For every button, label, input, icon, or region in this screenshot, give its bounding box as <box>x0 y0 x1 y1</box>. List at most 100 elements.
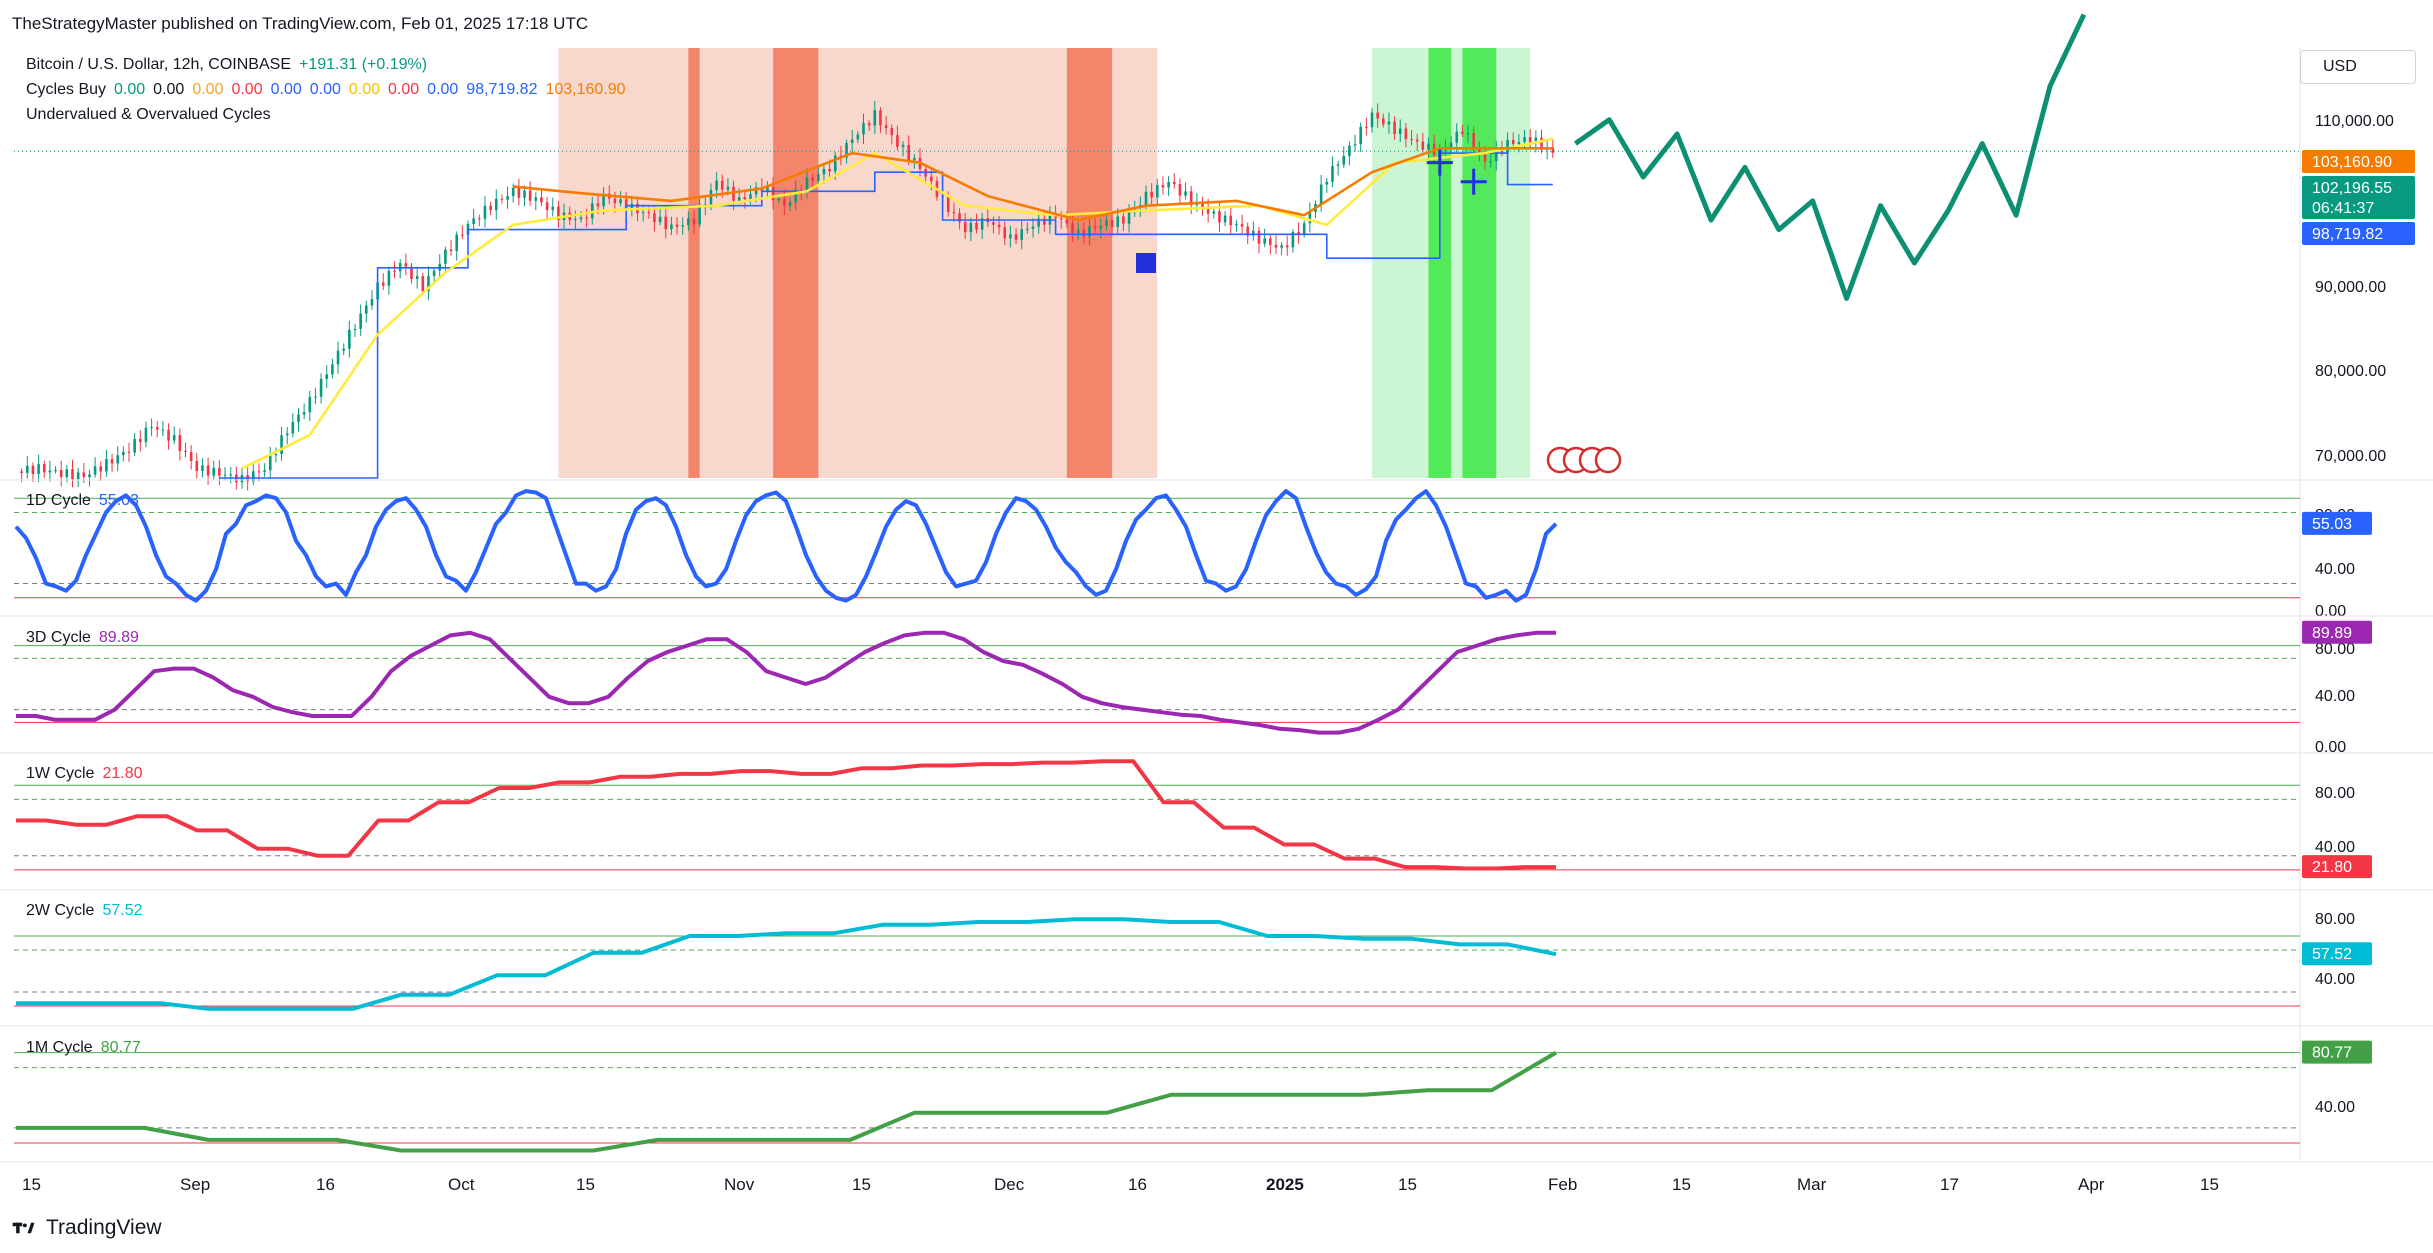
candle <box>1297 222 1300 244</box>
candle <box>867 120 871 131</box>
candle <box>1240 214 1244 235</box>
candle-body <box>641 212 645 214</box>
candle-body <box>1014 234 1018 240</box>
candle <box>1523 129 1526 150</box>
cycle-line-1d <box>14 489 1558 603</box>
osc-axis-tick: 40.00 <box>2315 688 2355 705</box>
price-label-text: 98,719.82 <box>2312 226 2383 243</box>
candle <box>291 413 295 438</box>
pane-value-1m: 80.77 <box>100 1039 141 1056</box>
candle-body <box>449 249 453 252</box>
candle-body <box>167 429 170 441</box>
candle-body <box>1150 191 1153 198</box>
candle <box>1110 213 1114 236</box>
candle <box>805 168 809 199</box>
candle <box>500 194 504 204</box>
candle-body <box>381 282 385 286</box>
candle-body <box>144 427 148 443</box>
pane-value-1w: 21.80 <box>102 765 143 782</box>
candle-body <box>59 470 63 478</box>
tradingview-footer[interactable]: TradingView <box>12 1216 162 1240</box>
candle-body <box>133 438 136 453</box>
candle-body <box>1048 213 1052 225</box>
candle-body <box>1037 218 1040 227</box>
candle-body <box>161 429 165 431</box>
candle <box>1161 176 1165 195</box>
candle <box>1331 156 1334 188</box>
candle-body <box>1235 224 1238 226</box>
time-axis-label: Nov <box>724 1175 755 1194</box>
candle-body <box>630 203 634 211</box>
candle-body <box>1308 211 1312 224</box>
candle <box>494 189 498 220</box>
candle <box>133 433 136 456</box>
candle-body <box>969 222 973 233</box>
indicator-row[interactable]: Cycles Buy 0.00 0.00 0.00 0.00 0.00 0.00 0.00 0… <box>26 77 626 102</box>
candle <box>1421 132 1425 153</box>
candle <box>1172 173 1176 189</box>
candle <box>274 447 278 463</box>
candle <box>1257 227 1261 254</box>
candle-body <box>1026 228 1029 230</box>
candle <box>1263 228 1266 248</box>
candle-body <box>523 190 526 198</box>
candle <box>817 164 820 185</box>
candle-body <box>1082 229 1086 237</box>
candle <box>969 217 973 242</box>
candle-body <box>1415 139 1419 142</box>
ema-orange-line <box>513 147 1553 222</box>
candle-body <box>1043 218 1046 225</box>
candle-body <box>461 234 464 236</box>
candle-body <box>48 470 52 473</box>
symbol-row[interactable]: Bitcoin / U.S. Dollar, 12h, COINBASE +19… <box>26 52 626 77</box>
study-row[interactable]: Undervalued & Overvalued Cycles <box>26 102 626 127</box>
candle <box>653 205 656 232</box>
candle-body <box>353 328 357 330</box>
pane-label-3d[interactable]: 3D Cycle 89.89 <box>26 629 139 647</box>
currency-button[interactable]: USD <box>2300 50 2416 84</box>
indicator-value-2: 0.00 <box>192 81 224 98</box>
candle-body <box>896 135 899 147</box>
candle <box>1427 137 1430 160</box>
candle-body <box>534 197 538 201</box>
candle <box>1478 141 1481 162</box>
candle-body <box>1020 229 1023 240</box>
pane-label-1w[interactable]: 1W Cycle 21.80 <box>26 765 143 783</box>
pane-name-3d: 3D Cycle <box>26 629 91 646</box>
indicator-value-4: 0.00 <box>270 81 302 98</box>
candle <box>856 131 860 143</box>
pane-label-1m[interactable]: 1M Cycle 80.77 <box>26 1039 141 1057</box>
tradingview-logo-icon <box>12 1222 35 1234</box>
symbol-name: Bitcoin / U.S. Dollar, 12h, COINBASE <box>26 56 291 73</box>
ema-yellow-line <box>241 137 1554 470</box>
time-axis: 15 Sep 16 Oct 15 Nov 15 Dec 16 2025 15 Feb 15 Mar 17 Ap… <box>0 1161 2433 1194</box>
candle <box>1269 234 1272 255</box>
candle-body <box>444 249 447 264</box>
candle-body <box>856 134 860 140</box>
candle-body <box>252 471 255 482</box>
publisher-text: TheStrategyMaster published on TradingVi… <box>12 14 589 33</box>
candle <box>1336 160 1340 176</box>
candle <box>517 178 521 206</box>
candle <box>1545 140 1549 160</box>
candle <box>540 188 543 206</box>
candle <box>1382 113 1385 128</box>
candle-body <box>975 222 978 230</box>
time-axis-label: 17 <box>1940 1175 1959 1194</box>
candle-body <box>1218 211 1221 223</box>
pane-label-2w[interactable]: 2W Cycle 57.52 <box>26 902 143 920</box>
candle-body <box>172 435 176 441</box>
candle <box>302 403 306 420</box>
cycle-zone-overvalued <box>558 48 1158 478</box>
candle-body <box>817 174 820 181</box>
candle <box>551 197 555 217</box>
candle <box>172 426 176 445</box>
candle <box>1082 222 1086 244</box>
pane-label-1d[interactable]: 1D Cycle 55.03 <box>26 492 139 510</box>
candle-body <box>913 157 916 161</box>
time-axis-label: 2025 <box>1266 1175 1304 1194</box>
osc-axis-tick: 40.00 <box>2315 839 2355 856</box>
time-axis-label: 15 <box>576 1175 595 1194</box>
candle-body <box>1348 145 1351 156</box>
